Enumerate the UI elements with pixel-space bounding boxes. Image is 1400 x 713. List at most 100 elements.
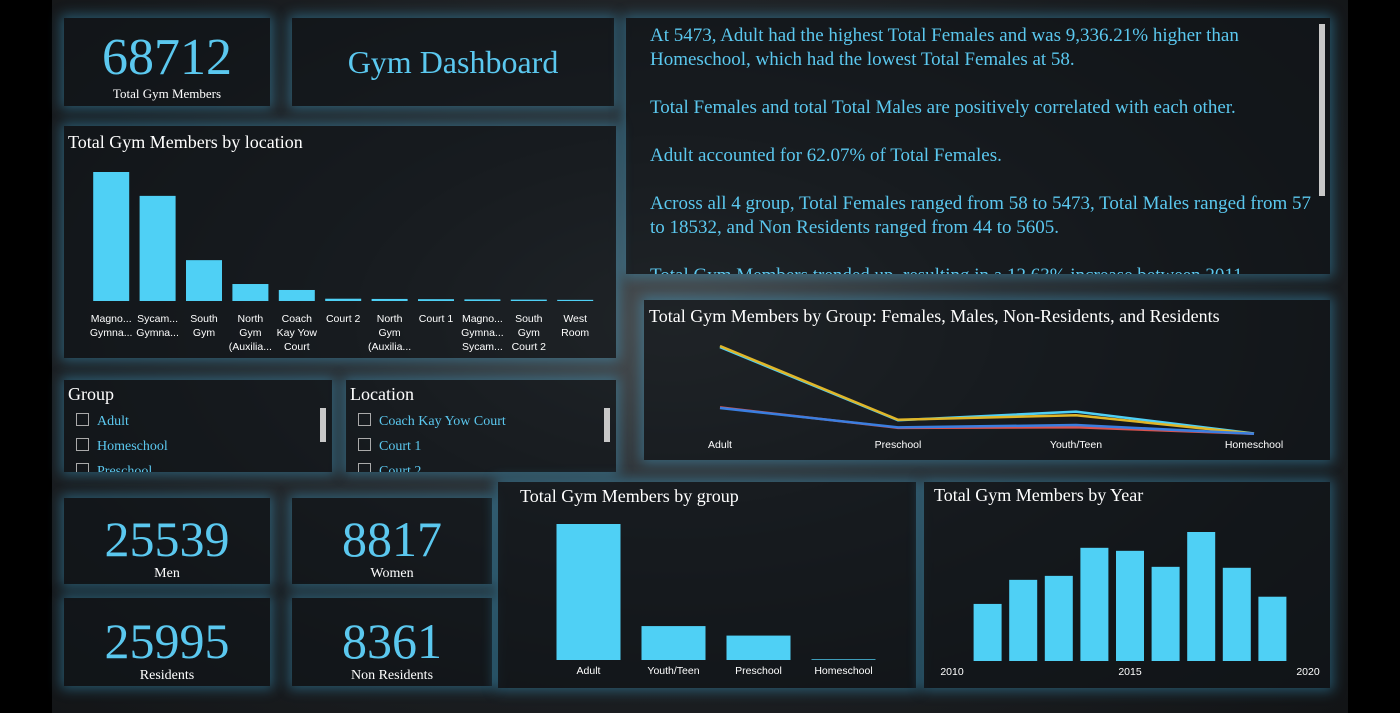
checkbox[interactable] [76,413,89,426]
x-tick-label: South Gym [190,313,218,339]
x-tick-label: North Gym (Auxilia... [368,313,412,353]
bar [1044,575,1073,661]
bar [139,195,176,301]
bar [1258,596,1287,661]
kpi-card: 68712 Total Gym Members [64,18,270,106]
bar [557,299,594,301]
checkbox[interactable] [76,463,89,472]
kpi-label: Men [154,566,180,581]
kpi-card: 8817 Women [292,498,492,584]
slicer-label: Coach Kay Yow Court [379,414,506,429]
bar [726,635,791,660]
x-tick-label: Homeschool [1224,439,1284,451]
chart-svg [556,524,876,660]
x-tick-label: Coach Kay Yow Court [276,313,317,353]
x-tick-label: Magno... Gymna... [89,313,133,339]
kpi-value: 8361 [342,613,442,669]
location-slicer: Location Coach Kay Yow Court Court 1 Court … [346,380,616,472]
chart-svg [973,532,1287,661]
narrative-text: At 5473, Adult had the highest Total Fem… [650,24,1314,274]
bar [811,659,876,660]
x-tick-label: 2015 [1118,666,1142,678]
narrative-paragraph: Adult accounted for 62.07% of Total Fema… [650,145,1002,166]
narrative-paragraph: At 5473, Adult had the highest Total Fem… [650,25,1239,70]
slicer-item[interactable]: Homeschool [76,438,168,455]
bar [556,524,621,660]
bar [510,299,547,301]
group-slicer: Group Adult Homeschool Preschool [64,380,332,472]
location-chart: Total Gym Members by location Magno... Gy… [64,126,616,358]
kpi-card: 25539 Men [64,498,270,584]
slicer-label: Homeschool [97,439,168,454]
checkbox[interactable] [358,463,371,472]
kpi-label: Non Residents [350,668,434,683]
slicer-title: Group [68,384,114,404]
group-bar-chart: Total Gym Members by group Adult Youth/Tee… [498,482,916,688]
kpi-label: Total Gym Members [112,86,222,101]
x-tick-label: Court 2 [325,313,361,325]
x-tick-label: Sycam... Gymna... [136,313,179,339]
slicer-item[interactable]: Court 2 [358,463,421,472]
bar [1222,567,1251,661]
chart-title: Total Gym Members by group [520,486,739,506]
bar [93,172,130,301]
scrollbar[interactable] [1319,24,1325,196]
checkbox[interactable] [358,413,371,426]
chart-svg [719,344,1255,436]
slicer-item[interactable]: Court 1 [358,438,421,455]
x-tick-label: 2010 [940,666,964,678]
bar [1009,579,1038,661]
bar [641,626,706,660]
slicer-label: Adult [97,414,129,429]
x-tick-label: Youth/Teen [647,665,700,677]
bar [1151,566,1180,661]
bar [325,298,362,301]
slicer-item[interactable]: Preschool [76,463,152,472]
x-tick-label: 2020 [1296,666,1320,678]
checkbox[interactable] [76,438,89,451]
x-tick-label: Homeschool [814,665,873,677]
bar [371,298,408,301]
x-tick-label: Preschool [735,665,782,677]
bar [1080,547,1109,661]
dashboard-title: Gym Dashboard [347,44,559,80]
narrative-paragraph: Total Females and total Total Males are … [650,97,1236,118]
x-tick-label: Magno... Gymna... Sycam... [461,313,504,353]
slicer-label: Court 1 [379,439,422,454]
bar [464,299,501,301]
smart-narrative: At 5473, Adult had the highest Total Fem… [626,18,1330,274]
x-tick-label: Court 1 [418,313,454,325]
bar [418,299,454,301]
scrollbar [320,408,326,442]
chart-title: Total Gym Members by Year [934,485,1144,505]
kpi-label: Residents [139,668,195,683]
checkbox[interactable] [358,438,371,451]
kpi-value: 25539 [104,511,230,567]
narrative-paragraph: Total Gym Members trended up, resulting … [650,264,1314,274]
bar [278,289,315,301]
kpi-card: 8361 Non Residents [292,598,492,686]
bar [232,284,269,301]
x-tick-label: Adult [708,439,732,451]
slicer-label: Court 2 [379,464,422,472]
narrative-paragraph: Across all 4 group, Total Females ranged… [650,193,1311,238]
line [719,344,1255,435]
bar [973,603,1002,661]
kpi-value: 25995 [104,613,230,669]
slicer-label: Preschool [97,464,153,472]
slicer-item[interactable]: Adult [76,413,129,430]
chart-title: Total Gym Members by location [68,132,303,152]
kpi-value: 68712 [102,29,232,86]
x-tick-label: Adult [576,665,601,677]
slicer-title: Location [350,384,414,404]
group-line-chart: Total Gym Members by Group: Females, Mal… [644,300,1330,460]
x-tick-label: Youth/Teen [1049,439,1103,451]
x-tick-label: South Gym Court 2 [511,313,547,353]
kpi-card: 25995 Residents [64,598,270,686]
slicer-item[interactable]: Coach Kay Yow Court [358,413,506,430]
bar [1116,550,1144,661]
year-bar-chart: Total Gym Members by Year 2010 2015 2020 [924,482,1330,688]
kpi-label: Women [370,566,414,581]
bar [186,260,222,301]
